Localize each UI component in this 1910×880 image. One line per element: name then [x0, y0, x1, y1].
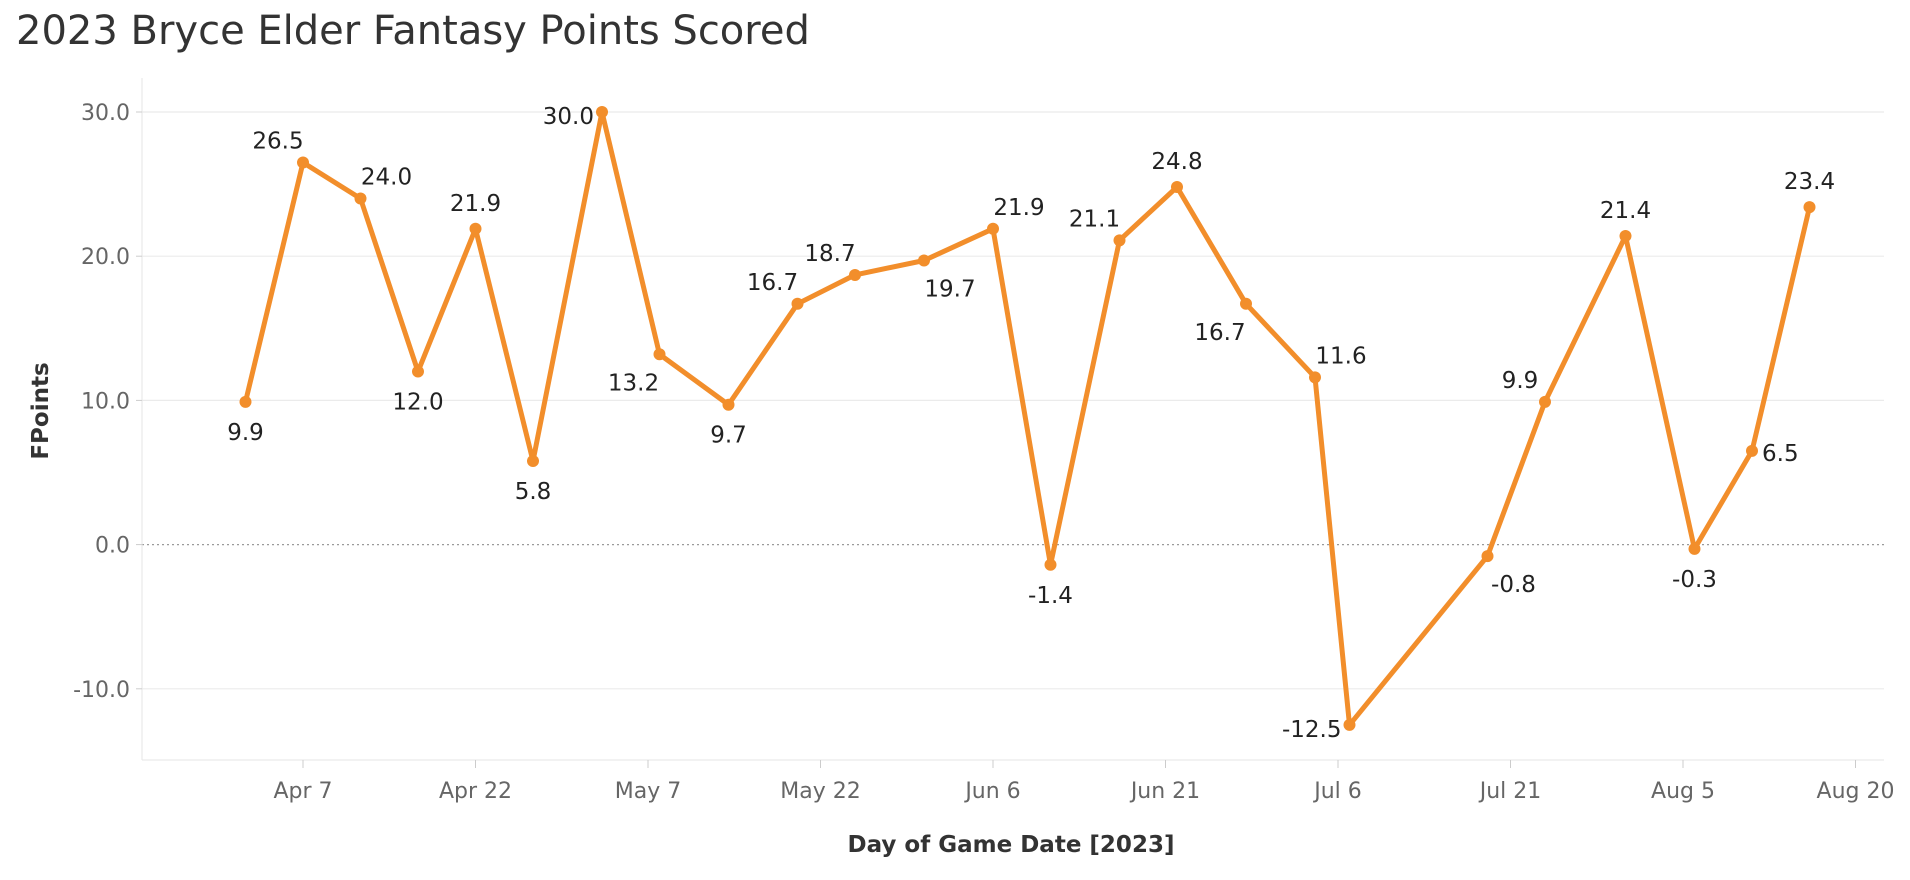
- y-tick-label: 0.0: [95, 534, 130, 559]
- data-point[interactable]: [1343, 718, 1356, 731]
- x-tick-label: Aug 5: [1651, 779, 1715, 804]
- data-point[interactable]: [354, 192, 367, 205]
- y-tick-label: 20.0: [81, 245, 130, 270]
- x-tick-label: Jul 21: [1478, 779, 1542, 804]
- data-point[interactable]: [1044, 558, 1057, 571]
- data-point[interactable]: [1171, 180, 1183, 193]
- chart-title: 2023 Bryce Elder Fantasy Points Scored: [16, 8, 810, 54]
- data-label: 9.9: [227, 420, 264, 446]
- data-label: 13.2: [608, 370, 659, 396]
- data-point[interactable]: [239, 395, 252, 408]
- y-tick-label: -10.0: [73, 678, 130, 703]
- data-point[interactable]: [412, 365, 424, 378]
- y-tick-label: 30.0: [81, 101, 130, 126]
- x-tick-label: Apr 22: [439, 779, 512, 804]
- data-point[interactable]: [1240, 297, 1252, 310]
- data-point[interactable]: [1539, 395, 1551, 408]
- data-point[interactable]: [849, 268, 861, 281]
- data-point[interactable]: [1619, 230, 1632, 243]
- data-point[interactable]: [469, 222, 482, 235]
- x-tick-label: May 7: [615, 779, 681, 804]
- data-label: 5.8: [515, 479, 552, 505]
- y-axis-label: FPoints: [28, 362, 54, 459]
- data-label: 9.9: [1502, 368, 1539, 394]
- data-point[interactable]: [918, 254, 930, 267]
- data-label: -12.5: [1282, 717, 1342, 743]
- data-point[interactable]: [1803, 201, 1816, 214]
- data-label: 26.5: [252, 128, 303, 154]
- x-tick-label: Jun 6: [963, 779, 1020, 804]
- data-label: 21.9: [993, 195, 1044, 221]
- data-point[interactable]: [527, 454, 539, 467]
- data-label: 9.7: [710, 423, 747, 449]
- data-point[interactable]: [1309, 371, 1321, 384]
- y-tick-label: 10.0: [81, 389, 130, 414]
- data-label: 30.0: [543, 104, 594, 130]
- data-label: 21.4: [1600, 198, 1651, 224]
- data-label: 18.7: [804, 241, 855, 267]
- data-point[interactable]: [791, 297, 804, 310]
- data-label: 24.8: [1151, 149, 1202, 175]
- data-point[interactable]: [1746, 444, 1758, 457]
- data-label: 16.7: [1194, 320, 1245, 346]
- x-tick-label: Jun 21: [1129, 779, 1200, 804]
- x-tick-label: Apr 7: [273, 779, 332, 804]
- x-tick-label: Jul 6: [1312, 779, 1362, 804]
- x-tick-label: Aug 20: [1817, 779, 1895, 804]
- data-label: 21.9: [450, 191, 501, 217]
- data-label: 11.6: [1315, 343, 1366, 369]
- data-label: 6.5: [1762, 441, 1799, 467]
- data-labels: 9.926.524.012.021.95.830.013.29.716.718.…: [227, 104, 1835, 743]
- data-label: 19.7: [924, 277, 975, 303]
- data-point[interactable]: [722, 398, 735, 411]
- data-point[interactable]: [653, 348, 666, 361]
- data-point[interactable]: [596, 106, 608, 118]
- axes: 30.0 20.0 10.0 0.0 -10.0 Apr 7 Apr 22 May 7 May …: [73, 78, 1894, 804]
- data-label: 12.0: [392, 390, 443, 416]
- data-label: 23.4: [1784, 169, 1835, 195]
- data-label: 16.7: [747, 270, 798, 296]
- data-point[interactable]: [1113, 234, 1126, 247]
- x-tick-label: May 22: [780, 779, 860, 804]
- data-point[interactable]: [987, 222, 999, 235]
- gridlines: [142, 111, 1884, 690]
- data-point[interactable]: [297, 156, 309, 169]
- data-label: -0.8: [1491, 572, 1536, 598]
- data-point[interactable]: [1688, 542, 1701, 555]
- data-label: 24.0: [361, 165, 412, 191]
- data-points: [239, 106, 1816, 731]
- data-label: 21.1: [1069, 206, 1120, 232]
- data-label: -1.4: [1028, 583, 1073, 609]
- data-label: -0.3: [1672, 567, 1717, 593]
- x-axis-label: Day of Game Date [2023]: [848, 832, 1175, 858]
- data-point[interactable]: [1481, 550, 1494, 563]
